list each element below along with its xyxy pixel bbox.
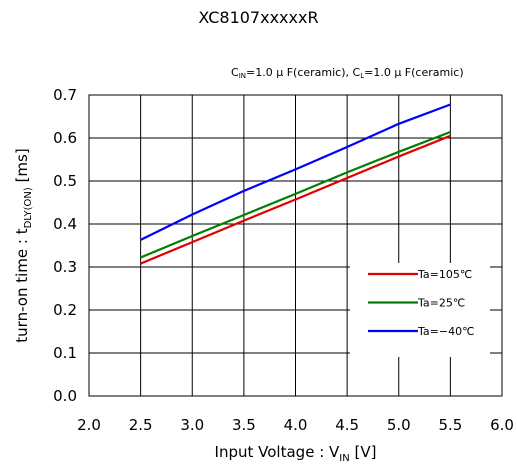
x-tick-label: 3.0 xyxy=(180,416,204,434)
x-axis-title-unit: [V] xyxy=(350,443,377,461)
y-tick-label: 0.1 xyxy=(53,344,77,362)
x-tick-labels: 2.0 2.5 3.0 3.5 4.0 4.5 5.0 5.5 6.0 xyxy=(77,416,514,434)
cl-subscript: L xyxy=(360,72,365,80)
legend-box xyxy=(350,263,490,357)
legend-label: Ta=25℃ xyxy=(417,297,465,310)
y-tick-label: 0.4 xyxy=(53,215,77,233)
cl-label: C xyxy=(352,66,361,79)
legend-label: Ta=105℃ xyxy=(417,268,472,281)
y-tick-label: 0.2 xyxy=(53,301,77,319)
x-tick-label: 3.5 xyxy=(232,416,256,434)
cin-subscript: IN xyxy=(238,72,246,80)
cl-value: =1.0 μ F(ceramic) xyxy=(364,66,464,79)
y-tick-label: 0.6 xyxy=(53,129,77,147)
x-tick-label: 6.0 xyxy=(490,416,514,434)
y-axis-title: turn-on time : tDLY(ON) [ms] xyxy=(13,148,34,342)
x-tick-label: 5.5 xyxy=(438,416,462,434)
cin-value: =1.0 μ F(ceramic), xyxy=(246,66,353,79)
x-tick-label: 5.0 xyxy=(387,416,411,434)
series-line xyxy=(140,130,451,259)
y-tick-label: 0.3 xyxy=(53,258,77,276)
y-tick-label: 0.5 xyxy=(53,172,77,190)
chart-title: XC8107xxxxxR xyxy=(198,8,319,27)
y-axis-title-unit: [ms] xyxy=(13,148,31,187)
x-axis-title-subscript: IN xyxy=(339,453,349,464)
y-axis-title-main: turn-on time : t xyxy=(13,228,31,342)
x-axis-title: Input Voltage : VIN [V] xyxy=(215,443,377,464)
x-tick-label: 2.0 xyxy=(77,416,101,434)
series-lines xyxy=(140,103,451,265)
series-line xyxy=(140,103,451,241)
legend: Ta=105℃ Ta=25℃ Ta=−40℃ xyxy=(350,263,490,357)
test-conditions: CIN=1.0 μ F(ceramic), CL=1.0 μ F(ceramic… xyxy=(231,66,464,80)
x-tick-label: 2.5 xyxy=(129,416,153,434)
y-axis-title-subscript: DLY(ON) xyxy=(23,187,34,228)
y-tick-label: 0.0 xyxy=(53,387,77,405)
x-tick-label: 4.5 xyxy=(335,416,359,434)
y-tick-label: 0.7 xyxy=(53,86,77,104)
series-line xyxy=(140,134,451,265)
x-tick-label: 4.0 xyxy=(284,416,308,434)
legend-label: Ta=−40℃ xyxy=(417,325,474,338)
y-tick-labels: 0.0 0.1 0.2 0.3 0.4 0.5 0.6 0.7 xyxy=(53,86,77,405)
cin-label: C xyxy=(231,66,239,79)
plot-frame xyxy=(88,94,503,397)
x-axis-title-main: Input Voltage : V xyxy=(215,443,340,461)
